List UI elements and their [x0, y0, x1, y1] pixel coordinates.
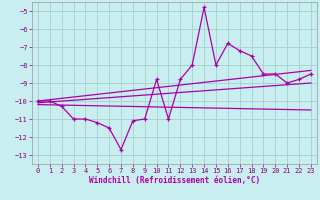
- X-axis label: Windchill (Refroidissement éolien,°C): Windchill (Refroidissement éolien,°C): [89, 176, 260, 185]
